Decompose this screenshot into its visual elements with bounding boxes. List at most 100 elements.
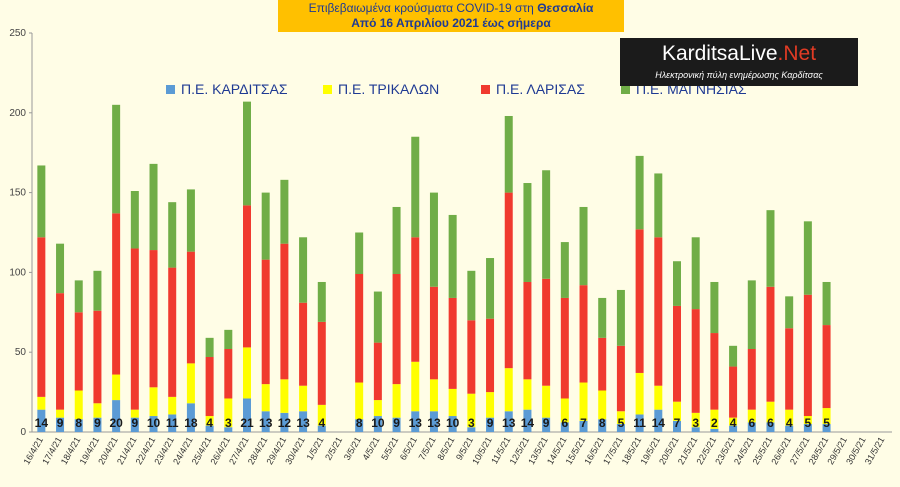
bar-segment-s1 bbox=[504, 368, 513, 412]
bar-label: 14 bbox=[35, 416, 49, 430]
bar-segment-s2 bbox=[523, 281, 532, 380]
bar-label: 14 bbox=[521, 416, 535, 430]
bar-segment-s1 bbox=[299, 385, 308, 412]
bar-segment-s3 bbox=[429, 192, 438, 287]
bar-segment-s3 bbox=[149, 163, 158, 251]
bar-segment-s2 bbox=[710, 333, 719, 410]
bar-segment-s2 bbox=[785, 328, 794, 410]
bar-segment-s1 bbox=[429, 379, 438, 412]
bar-segment-s1 bbox=[261, 384, 270, 412]
bar-segment-s3 bbox=[448, 214, 457, 298]
bar-segment-s0 bbox=[710, 428, 719, 432]
bar-segment-s2 bbox=[691, 309, 700, 413]
bar-segment-s1 bbox=[149, 387, 158, 417]
chart-title-box: Επιβεβαιωμένα κρούσματα COVID-19 στη Θεσ… bbox=[278, 0, 624, 32]
chart-title-line1: Επιβεβαιωμένα κρούσματα COVID-19 στη Θεσ… bbox=[278, 0, 624, 16]
bar-segment-s2 bbox=[822, 325, 831, 409]
bar-segment-s3 bbox=[168, 202, 177, 268]
x-tick-label: 4/5/21 bbox=[360, 435, 381, 462]
bar-label: 10 bbox=[446, 416, 460, 430]
bar-segment-s0 bbox=[373, 416, 382, 432]
karditsalive-logo: KarditsaLive.Net Ηλεκτρονική πύλη ενημέρ… bbox=[620, 38, 858, 86]
bar-segment-s0 bbox=[224, 427, 233, 432]
bar-segment-s2 bbox=[729, 366, 738, 418]
x-tick-label: 5/5/21 bbox=[379, 435, 400, 462]
bar-segment-s1 bbox=[112, 374, 121, 401]
bar-segment-s3 bbox=[392, 206, 401, 274]
bar-segment-s2 bbox=[168, 267, 177, 397]
bar-segment-s2 bbox=[205, 356, 214, 417]
bar-segment-s2 bbox=[280, 243, 289, 380]
bar-segment-s2 bbox=[74, 312, 83, 391]
bar-segment-s0 bbox=[112, 400, 121, 432]
bar-label: 10 bbox=[371, 416, 385, 430]
bar-segment-s0 bbox=[803, 424, 812, 432]
bar-segment-s0 bbox=[654, 409, 663, 432]
bar-label: 13 bbox=[427, 416, 441, 430]
bar-segment-s1 bbox=[392, 384, 401, 418]
bar-segment-s0 bbox=[299, 411, 308, 432]
bar-segment-s2 bbox=[56, 293, 65, 410]
bar-segment-s0 bbox=[542, 417, 551, 432]
bar-label: 4 bbox=[786, 416, 793, 430]
bar-segment-s1 bbox=[130, 409, 139, 418]
bar-label: 9 bbox=[487, 416, 494, 430]
bar-segment-s1 bbox=[542, 385, 551, 418]
y-tick-label: 0 bbox=[20, 427, 26, 438]
bar-segment-s2 bbox=[673, 305, 681, 402]
bar-segment-s1 bbox=[673, 401, 681, 421]
bar-segment-s0 bbox=[785, 425, 794, 432]
bar-segment-s3 bbox=[37, 165, 46, 238]
bar-label: 6 bbox=[767, 416, 774, 430]
bar-segment-s3 bbox=[542, 170, 551, 279]
bar-label: 5 bbox=[618, 416, 625, 430]
bar-segment-s0 bbox=[729, 425, 738, 432]
y-tick-label: 100 bbox=[9, 267, 26, 278]
bar-label: 21 bbox=[240, 416, 254, 430]
bar-segment-s3 bbox=[673, 261, 681, 306]
bar-segment-s2 bbox=[542, 278, 551, 386]
bar-segment-s0 bbox=[523, 409, 532, 432]
bar-segment-s2 bbox=[411, 237, 420, 362]
bar-segment-s0 bbox=[673, 420, 681, 432]
bar-segment-s0 bbox=[130, 417, 139, 432]
logo-tagline: Ηλεκτρονική πύλη ενημέρωσης Καρδίτσας bbox=[655, 70, 823, 80]
bar-segment-s1 bbox=[93, 403, 102, 418]
bar-segment-s0 bbox=[429, 411, 438, 432]
bar-label: 3 bbox=[225, 416, 232, 430]
bar-segment-s2 bbox=[504, 192, 513, 369]
bar-segment-s3 bbox=[710, 281, 719, 334]
bar-segment-s3 bbox=[616, 289, 625, 346]
bar-segment-s3 bbox=[373, 291, 382, 343]
bar-label: 7 bbox=[580, 416, 587, 430]
bar-segment-s3 bbox=[486, 258, 495, 319]
y-tick-label: 250 bbox=[9, 28, 26, 39]
x-tick-label: 6/5/21 bbox=[398, 435, 419, 462]
bar-segment-s1 bbox=[710, 409, 719, 429]
bar-label: 6 bbox=[561, 416, 568, 430]
bar-segment-s1 bbox=[280, 379, 289, 413]
bar-label: 4 bbox=[730, 416, 737, 430]
bar-segment-s1 bbox=[691, 412, 700, 428]
y-tick-label: 200 bbox=[9, 108, 26, 119]
bar-segment-s1 bbox=[168, 396, 177, 415]
bar-segment-s1 bbox=[729, 417, 738, 426]
bar-label: 3 bbox=[692, 416, 699, 430]
chart-bars bbox=[37, 101, 831, 432]
legend-label: Π.Ε. ΛΑΡΙΣΑΣ bbox=[496, 81, 585, 97]
bar-segment-s0 bbox=[635, 414, 644, 432]
bar-label: 13 bbox=[502, 416, 516, 430]
bar-segment-s3 bbox=[766, 210, 775, 287]
bar-segment-s2 bbox=[224, 349, 233, 399]
bar-segment-s3 bbox=[560, 242, 569, 298]
bar-segment-s2 bbox=[429, 286, 438, 380]
bar-segment-s3 bbox=[299, 237, 308, 303]
bar-segment-s2 bbox=[448, 297, 457, 389]
bar-segment-s2 bbox=[112, 213, 121, 375]
bar-segment-s0 bbox=[486, 417, 495, 432]
bar-segment-s3 bbox=[186, 189, 195, 252]
bar-label: 8 bbox=[599, 416, 606, 430]
bar-segment-s1 bbox=[355, 382, 364, 420]
bar-segment-s3 bbox=[654, 173, 663, 238]
